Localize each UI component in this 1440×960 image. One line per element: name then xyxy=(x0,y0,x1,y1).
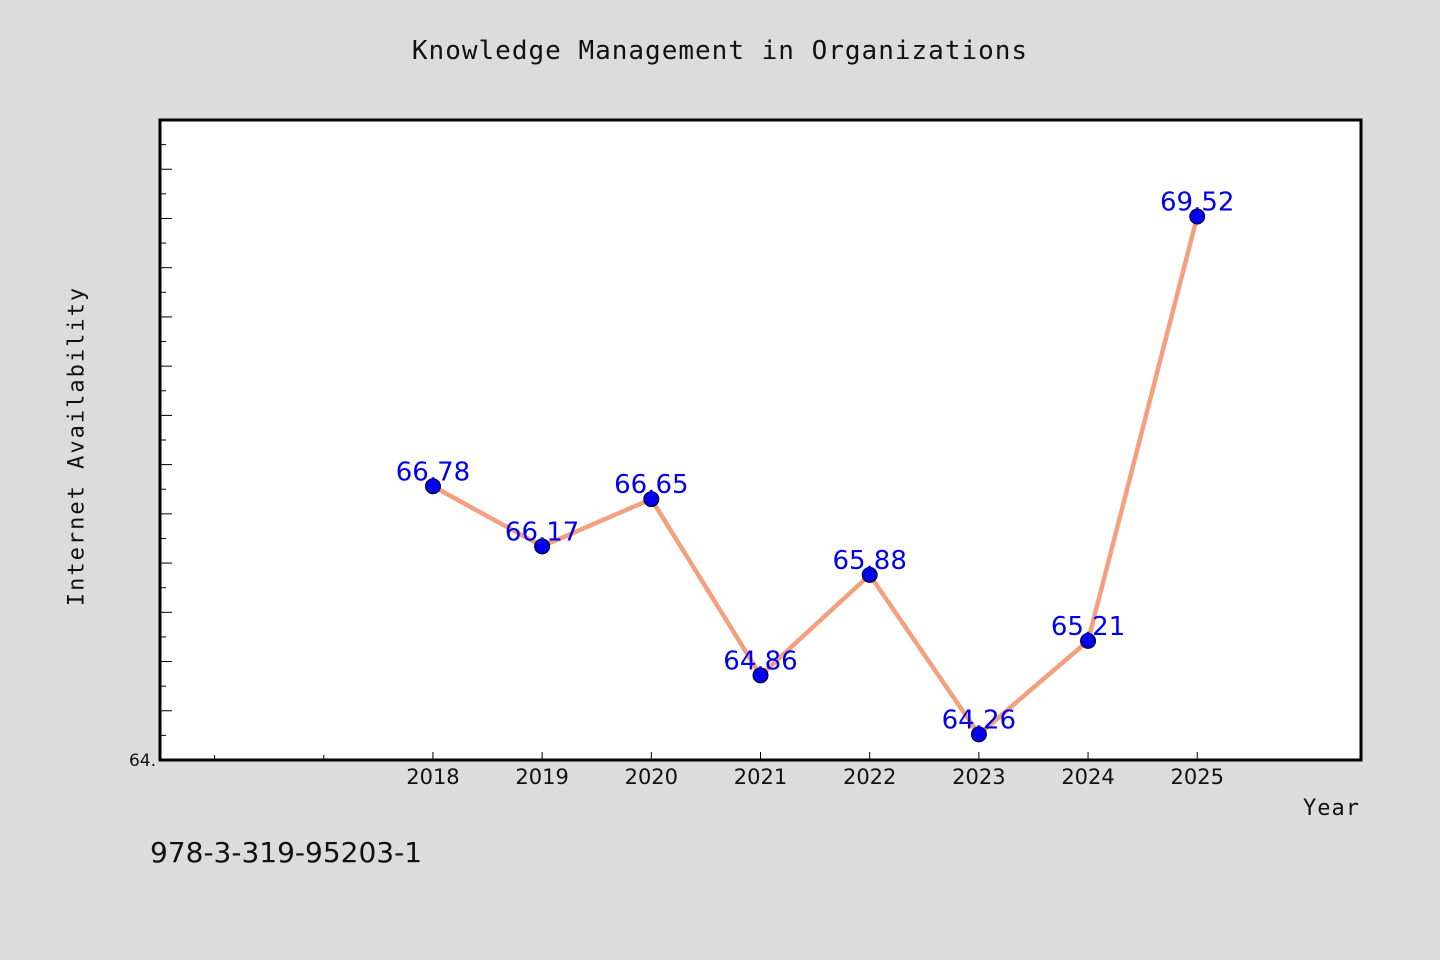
data-label: 64.86 xyxy=(723,646,797,676)
data-label: 64.26 xyxy=(942,705,1016,735)
x-tick-label: 2020 xyxy=(625,765,678,789)
data-point xyxy=(424,478,441,495)
series-layer: 66.78 66.17 66.65 64.86 65.88 64.26 65.21 69.52 xyxy=(396,187,1234,743)
data-label: 65.88 xyxy=(832,546,906,576)
data-point xyxy=(1080,632,1097,649)
data-label: 66.17 xyxy=(505,517,579,547)
data-point xyxy=(970,726,987,743)
x-tick-label: 2018 xyxy=(406,765,459,789)
plot-frame xyxy=(158,118,1363,762)
footer-id: 978-3-319-95203-1 xyxy=(150,836,423,869)
data-label: 69.52 xyxy=(1160,187,1234,217)
data-point xyxy=(861,566,878,583)
x-tick-label: 2021 xyxy=(734,765,787,789)
y-tick-label: 64. xyxy=(129,751,156,771)
data-point xyxy=(752,667,769,684)
chart-title: Knowledge Management in Organizations xyxy=(411,36,1029,66)
data-point xyxy=(534,538,551,555)
data-point xyxy=(643,491,660,508)
x-tick-label: 2019 xyxy=(515,765,568,789)
data-label: 66.78 xyxy=(396,457,470,487)
x-tick-label: 2025 xyxy=(1171,765,1224,789)
axis-layer: 64. 2018 2019 2020 2021 2022 2023 2024 2025 xyxy=(129,144,1224,789)
data-point xyxy=(1189,208,1206,225)
x-axis-label: Year xyxy=(1303,796,1360,821)
x-tick-label: 2022 xyxy=(843,765,896,789)
series-line xyxy=(430,214,1200,737)
x-tick-label: 2024 xyxy=(1061,765,1114,789)
plot-background xyxy=(160,120,1361,760)
x-tick-label: 2023 xyxy=(952,765,1005,789)
data-label: 66.65 xyxy=(614,470,688,500)
data-label: 65.21 xyxy=(1051,612,1125,642)
